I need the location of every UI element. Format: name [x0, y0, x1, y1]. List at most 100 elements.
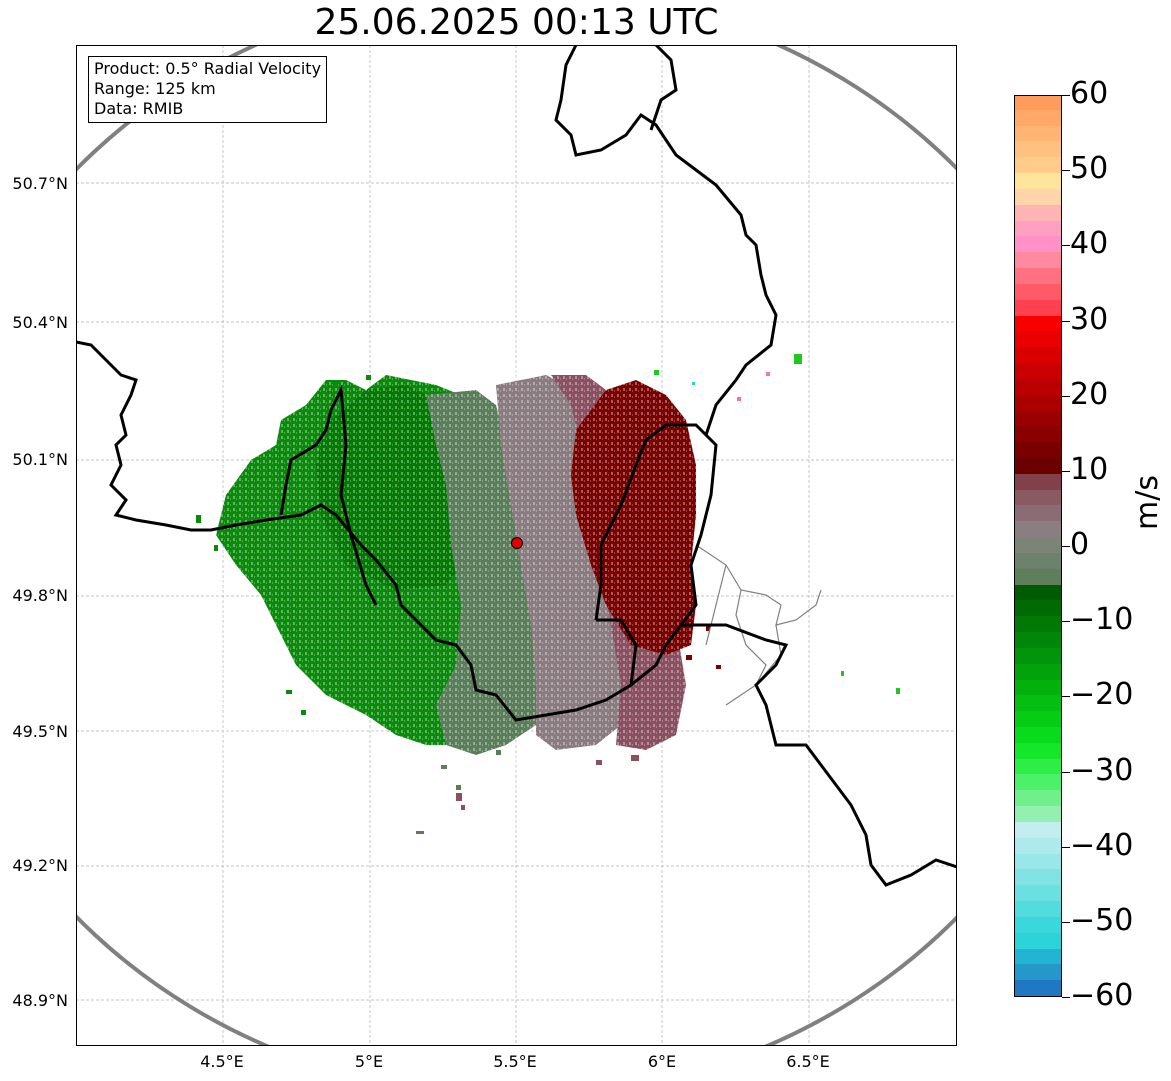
colorbar-tick — [1062, 922, 1070, 923]
colorbar-segment — [1015, 710, 1061, 727]
border-west-country — [279, 384, 378, 606]
colorbar-segment — [1015, 599, 1061, 617]
colorbar-segment — [1015, 377, 1061, 395]
map-title: 25.06.2025 00:13 UTC — [314, 2, 719, 43]
colorbar-segment — [1015, 456, 1061, 474]
colorbar-tick-label: 10 — [1070, 452, 1109, 487]
info-product: Product: 0.5° Radial Velocity — [94, 59, 322, 78]
colorbar-segment — [1015, 124, 1061, 142]
colorbar-segment — [1015, 314, 1061, 332]
colorbar-segment — [1015, 551, 1061, 569]
x-tick-label: 5°E — [354, 1052, 384, 1071]
colorbar-segment — [1015, 409, 1061, 427]
colorbar-segment — [1015, 979, 1061, 996]
x-tick-label: 5.5°E — [493, 1052, 537, 1071]
colorbar-tick-label: −20 — [1070, 677, 1134, 712]
colorbar-segment — [1015, 108, 1061, 126]
colorbar-segment — [1015, 646, 1061, 664]
colorbar-segment — [1015, 884, 1061, 902]
colorbar-tick-label: 30 — [1070, 302, 1109, 337]
y-tick-label: 50.4°N — [12, 313, 68, 332]
colorbar-segment — [1015, 298, 1061, 316]
colorbar-segment — [1015, 615, 1061, 633]
colorbar-tick — [1062, 321, 1070, 322]
radar-map-canvas — [76, 45, 957, 1046]
colorbar-segment — [1015, 267, 1061, 284]
colorbar-segment — [1015, 726, 1061, 743]
colorbar-segment — [1015, 757, 1061, 775]
colorbar-segment — [1015, 346, 1061, 364]
colorbar-segment — [1015, 741, 1061, 759]
colorbar-segment — [1015, 282, 1061, 300]
colorbar-segment — [1015, 96, 1061, 110]
radar-map[interactable] — [76, 45, 957, 1046]
colorbar-segment — [1015, 251, 1061, 269]
colorbar-segment — [1015, 805, 1061, 822]
y-tick-label: 49.8°N — [12, 586, 68, 605]
colorbar-segment — [1015, 868, 1061, 886]
colorbar-segment — [1015, 567, 1061, 585]
colorbar-tick-label: −30 — [1070, 753, 1134, 788]
radial-velocity-echoes — [176, 354, 900, 834]
colorbar-unit-label: m/s — [1130, 475, 1165, 530]
colorbar-tick-label: 60 — [1070, 76, 1109, 111]
y-tick-label: 49.5°N — [12, 722, 68, 741]
y-tick-label: 49.2°N — [12, 856, 68, 875]
colorbar-segment — [1015, 441, 1061, 458]
colorbar-segment — [1015, 203, 1061, 221]
colorbar-tick-label: 20 — [1070, 377, 1109, 412]
colorbar-segment — [1015, 583, 1061, 601]
colorbar-segment — [1015, 536, 1061, 553]
velocity-colorbar — [1014, 95, 1062, 997]
colorbar-segment — [1015, 947, 1061, 965]
colorbar-segment — [1015, 488, 1061, 506]
province-borders — [695, 544, 822, 706]
colorbar-segment — [1015, 900, 1061, 917]
colorbar-segment — [1015, 931, 1061, 949]
colorbar-tick-label: 40 — [1070, 226, 1109, 261]
colorbar-tick — [1062, 245, 1070, 246]
colorbar-segment — [1015, 631, 1061, 648]
colorbar-segment — [1015, 963, 1061, 981]
border-luxembourg — [594, 423, 718, 686]
colorbar-tick-label: 50 — [1070, 151, 1109, 186]
colorbar-segment — [1015, 472, 1061, 490]
y-tick-label: 50.7°N — [12, 174, 68, 193]
colorbar-segment — [1015, 425, 1061, 443]
colorbar-tick-label: −60 — [1070, 978, 1134, 1013]
colorbar-tick — [1062, 546, 1070, 547]
colorbar-segment — [1015, 678, 1061, 696]
colorbar-segment — [1015, 789, 1061, 807]
country-borders — [76, 340, 957, 887]
y-tick-label: 50.1°N — [12, 450, 68, 469]
product-info-box: Product: 0.5° Radial Velocity Range: 125… — [88, 56, 328, 123]
colorbar-segment — [1015, 330, 1061, 348]
colorbar-segment — [1015, 773, 1061, 791]
colorbar-segment — [1015, 504, 1061, 522]
colorbar-tick — [1062, 847, 1070, 848]
info-data-source: Data: RMIB — [94, 99, 184, 118]
colorbar-tick — [1062, 997, 1070, 998]
colorbar-segment — [1015, 852, 1061, 870]
colorbar-tick — [1062, 621, 1070, 622]
colorbar-tick-label: −50 — [1070, 903, 1134, 938]
colorbar-segment — [1015, 156, 1061, 174]
colorbar-segment — [1015, 235, 1061, 253]
colorbar-tick-label: −40 — [1070, 828, 1134, 863]
colorbar-segment — [1015, 820, 1061, 838]
colorbar-tick — [1062, 471, 1070, 472]
radar-site-marker — [511, 537, 523, 549]
x-tick-label: 6°E — [647, 1052, 677, 1071]
border-northeast — [554, 45, 778, 436]
colorbar-tick-label: −10 — [1070, 602, 1134, 637]
info-range: Range: 125 km — [94, 79, 216, 98]
colorbar-segment — [1015, 172, 1061, 189]
colorbar-tick — [1062, 396, 1070, 397]
colorbar-tick — [1062, 696, 1070, 697]
colorbar-segment — [1015, 362, 1061, 379]
colorbar-segment — [1015, 836, 1061, 854]
colorbar-segment — [1015, 662, 1061, 680]
colorbar-segment — [1015, 140, 1061, 158]
colorbar-tick — [1062, 95, 1070, 96]
colorbar-tick — [1062, 170, 1070, 171]
